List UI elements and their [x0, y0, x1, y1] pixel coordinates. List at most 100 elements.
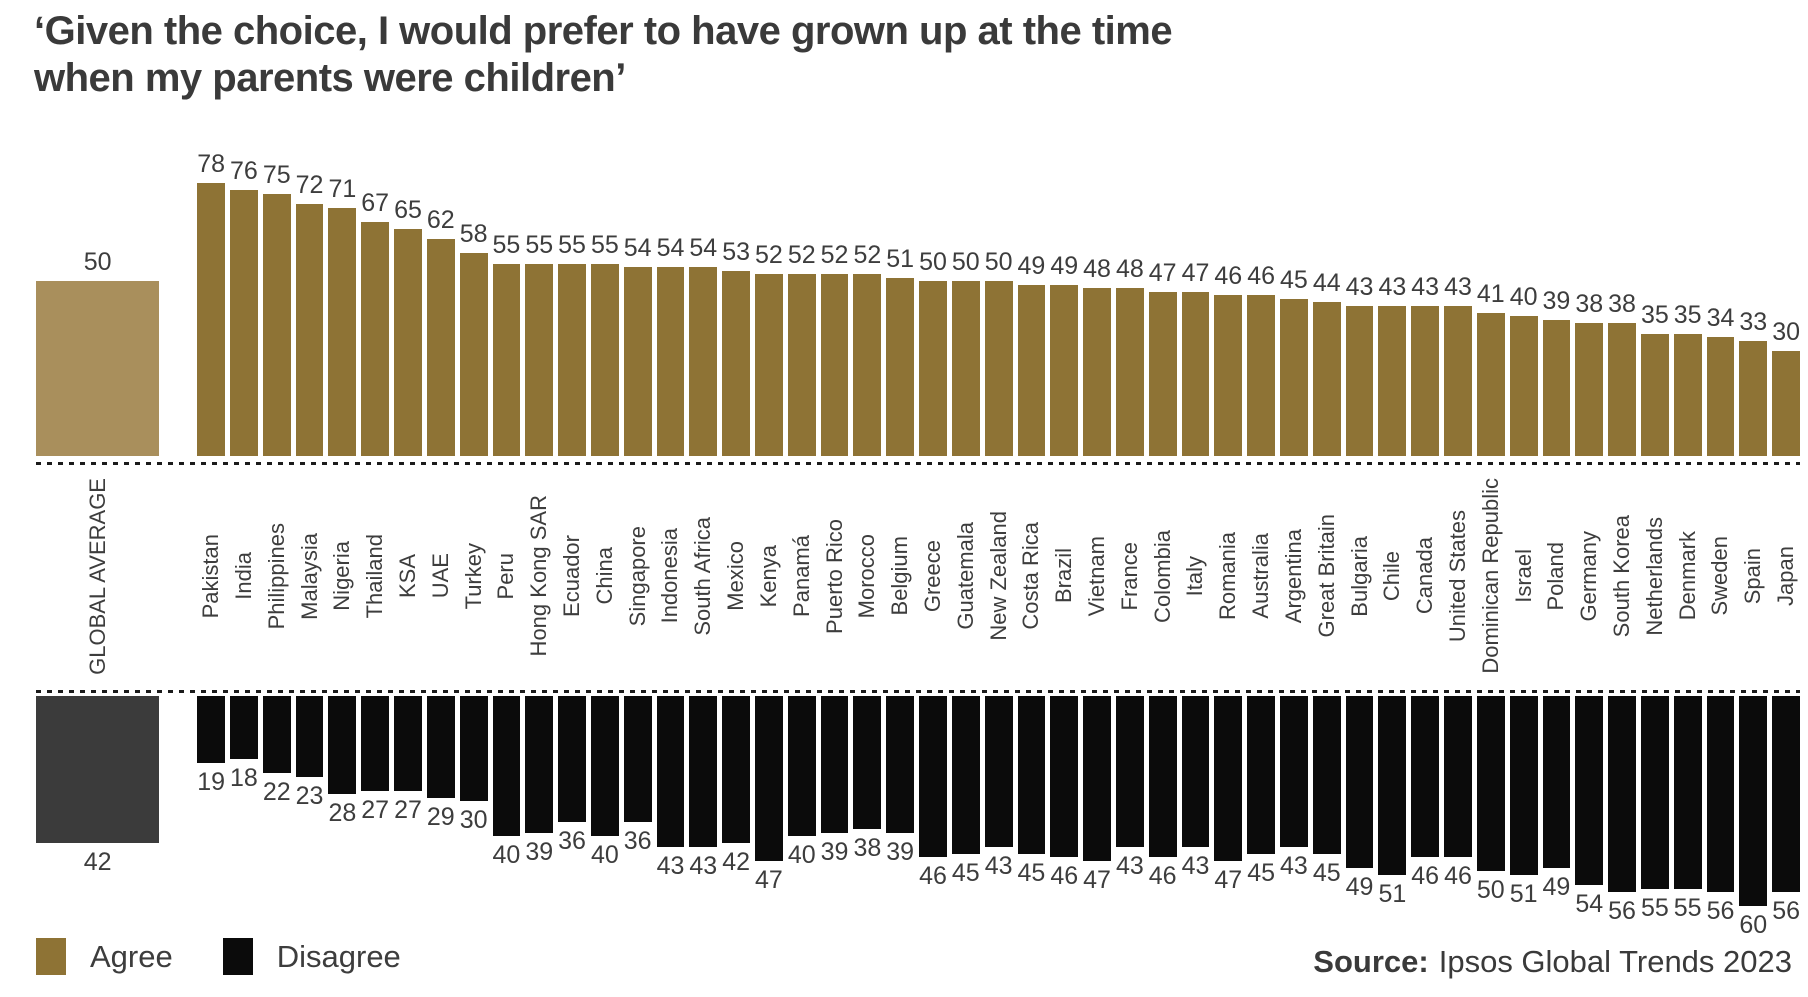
country-column: 30 Japan 56 — [1772, 140, 1800, 956]
country-label-area: Morocco — [853, 456, 881, 696]
agree-value-label: 75 — [262, 160, 291, 189]
agree-value-label: 47 — [1181, 258, 1210, 287]
disagree-bar — [230, 696, 258, 759]
disagree-bar-area: 40 — [787, 696, 816, 956]
country-label: Thailand — [362, 533, 388, 619]
country-column: 52 Panamá 40 — [787, 140, 816, 956]
country-label: Brazil — [1051, 548, 1077, 604]
country-label-area: South Korea — [1608, 456, 1636, 696]
disagree-bar-area: 56 — [1706, 696, 1735, 956]
country-column: 55 Hong Kong SAR 39 — [525, 140, 554, 956]
agree-bar — [558, 263, 586, 456]
disagree-bar — [1214, 696, 1243, 861]
country-column: 53 Mexico 42 — [722, 140, 750, 956]
disagree-bar — [525, 696, 554, 833]
disagree-value-label: 43 — [1181, 851, 1210, 880]
agree-bar-area: 38 — [1608, 140, 1636, 456]
country-column: 52 Morocco 38 — [853, 140, 882, 956]
disagree-value-label: 46 — [1148, 862, 1177, 890]
country-label-area: Greece — [919, 456, 947, 696]
disagree-value-label: 45 — [1247, 858, 1275, 887]
disagree-bar — [1378, 696, 1407, 875]
agree-bar — [689, 267, 718, 456]
country-column: 38 South Korea 56 — [1608, 140, 1636, 956]
agree-value-label: 41 — [1476, 279, 1505, 308]
agree-bar-area: 50 — [984, 140, 1013, 456]
country-label-area: Germany — [1575, 456, 1603, 696]
disagree-bar-area: 43 — [689, 696, 718, 956]
disagree-bar — [1640, 696, 1669, 889]
disagree-bar-area: 45 — [1247, 696, 1275, 956]
disagree-bar-area: 51 — [1378, 696, 1407, 956]
disagree-value-label: 43 — [1280, 851, 1308, 880]
country-label: Chile — [1379, 550, 1405, 602]
disagree-bar — [295, 696, 324, 777]
agree-bar-area: 41 — [1476, 140, 1505, 456]
country-label-area: Italy — [1182, 456, 1210, 696]
agree-value-label: 50 — [951, 248, 980, 276]
country-label: Denmark — [1674, 531, 1700, 621]
global-agree-bar — [36, 281, 160, 456]
agree-bar — [820, 274, 849, 456]
country-label-area: Spain — [1739, 456, 1767, 696]
country-label: Hong Kong SAR — [526, 495, 552, 657]
disagree-swatch — [222, 938, 253, 975]
agree-bar — [1739, 340, 1768, 456]
country-label: Pakistan — [198, 533, 224, 619]
disagree-bar-area: 40 — [590, 696, 619, 956]
agree-bar-area: 78 — [197, 140, 225, 456]
agree-bar — [394, 228, 422, 456]
disagree-bar-area: 51 — [1509, 696, 1538, 956]
country-label: Philippines — [263, 522, 289, 630]
country-label: Malaysia — [296, 532, 322, 620]
agree-bar — [262, 193, 291, 456]
country-label: Japan — [1773, 546, 1799, 606]
disagree-bar-area: 45 — [951, 696, 980, 956]
agree-value-label: 55 — [558, 230, 586, 259]
agree-bar-area: 55 — [492, 140, 521, 456]
agree-value-label: 71 — [328, 174, 357, 203]
agree-bar-area: 50 — [951, 140, 980, 456]
country-label-area: China — [591, 456, 619, 696]
agree-value-label: 55 — [492, 230, 521, 259]
disagree-bar-area: 56 — [1608, 696, 1636, 956]
agree-bar-area: 54 — [656, 140, 685, 456]
disagree-value-label: 56 — [1772, 897, 1800, 925]
agree-bar — [1148, 291, 1177, 456]
country-column: 43 Canada 46 — [1411, 140, 1440, 956]
disagree-value-label: 28 — [328, 799, 357, 827]
agree-value-label: 54 — [623, 234, 652, 262]
disagree-value-label: 45 — [1017, 858, 1046, 887]
disagree-bar-area: 23 — [295, 696, 324, 956]
agree-bar — [919, 281, 947, 456]
agree-bar-area: 67 — [361, 140, 390, 456]
disagree-value-label: 19 — [197, 767, 225, 796]
agree-bar — [1280, 298, 1308, 456]
disagree-bar-area: 27 — [394, 696, 422, 956]
country-label-area: Argentina — [1280, 456, 1308, 696]
disagree-value-label: 40 — [492, 841, 521, 869]
country-label-area: Colombia — [1149, 456, 1177, 696]
disagree-bar-area: 39 — [886, 696, 915, 956]
disagree-bar — [755, 696, 783, 861]
country-label: Guatemala — [952, 522, 978, 630]
agree-bar — [1640, 333, 1669, 456]
agree-value-label: 51 — [886, 244, 915, 273]
disagree-bar — [459, 696, 488, 801]
disagree-value-label: 46 — [919, 862, 947, 890]
country-columns: 78 Pakistan 19 76 India 18 75 Philippines 22 72 Ma… — [197, 140, 1800, 956]
disagree-bar — [590, 696, 619, 836]
agree-bar-area: 52 — [853, 140, 882, 456]
agree-bar-area: 55 — [558, 140, 586, 456]
country-label: UAE — [427, 553, 453, 599]
disagree-value-label: 47 — [755, 865, 783, 894]
country-column: 34 Sweden 56 — [1706, 140, 1735, 956]
country-column: 52 Puerto Rico 39 — [820, 140, 849, 956]
disagree-bar-area: 46 — [1444, 696, 1472, 956]
agree-bar — [1345, 305, 1374, 456]
country-label-area: Guatemala — [952, 456, 980, 696]
disagree-bar — [951, 696, 980, 854]
agree-bar-area: 62 — [426, 140, 455, 456]
country-label-area: Turkey — [460, 456, 488, 696]
country-label-area: Belgium — [886, 456, 914, 696]
